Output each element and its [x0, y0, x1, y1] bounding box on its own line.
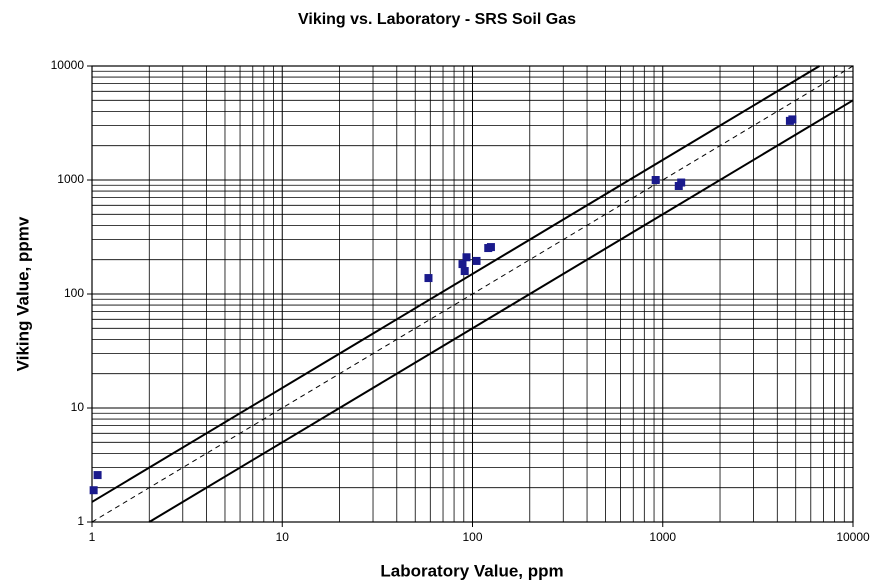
x-tick-label: 1	[89, 530, 96, 544]
point	[472, 256, 481, 265]
point	[424, 274, 433, 283]
point	[677, 178, 686, 187]
point	[460, 267, 469, 276]
y-tick-label: 1	[77, 514, 84, 528]
y-tick-label: 100	[64, 286, 84, 300]
y-tick-label: 10	[71, 400, 85, 414]
reference-line	[91, 65, 854, 523]
x-tick-label: 1000	[649, 530, 676, 544]
point	[89, 486, 98, 495]
chart-title: Viking vs. Laboratory - SRS Soil Gas	[298, 11, 576, 28]
plot-frame	[91, 65, 854, 523]
y-axis-title: Viking Value, ppmv	[13, 216, 32, 371]
point	[458, 260, 467, 269]
x-tick-label: 100	[462, 530, 482, 544]
reference-line	[148, 99, 854, 523]
point	[462, 253, 471, 262]
point	[93, 471, 102, 480]
x-tick-label: 10	[276, 530, 290, 544]
point	[486, 243, 495, 252]
point	[651, 176, 660, 184]
reference-line	[91, 65, 821, 503]
y-tick-label: 10000	[51, 58, 85, 72]
x-tick-label: 10000	[836, 530, 870, 544]
y-tick-label: 1000	[57, 172, 84, 186]
point	[788, 115, 797, 124]
x-axis-title: Laboratory Value, ppm	[380, 561, 563, 580]
